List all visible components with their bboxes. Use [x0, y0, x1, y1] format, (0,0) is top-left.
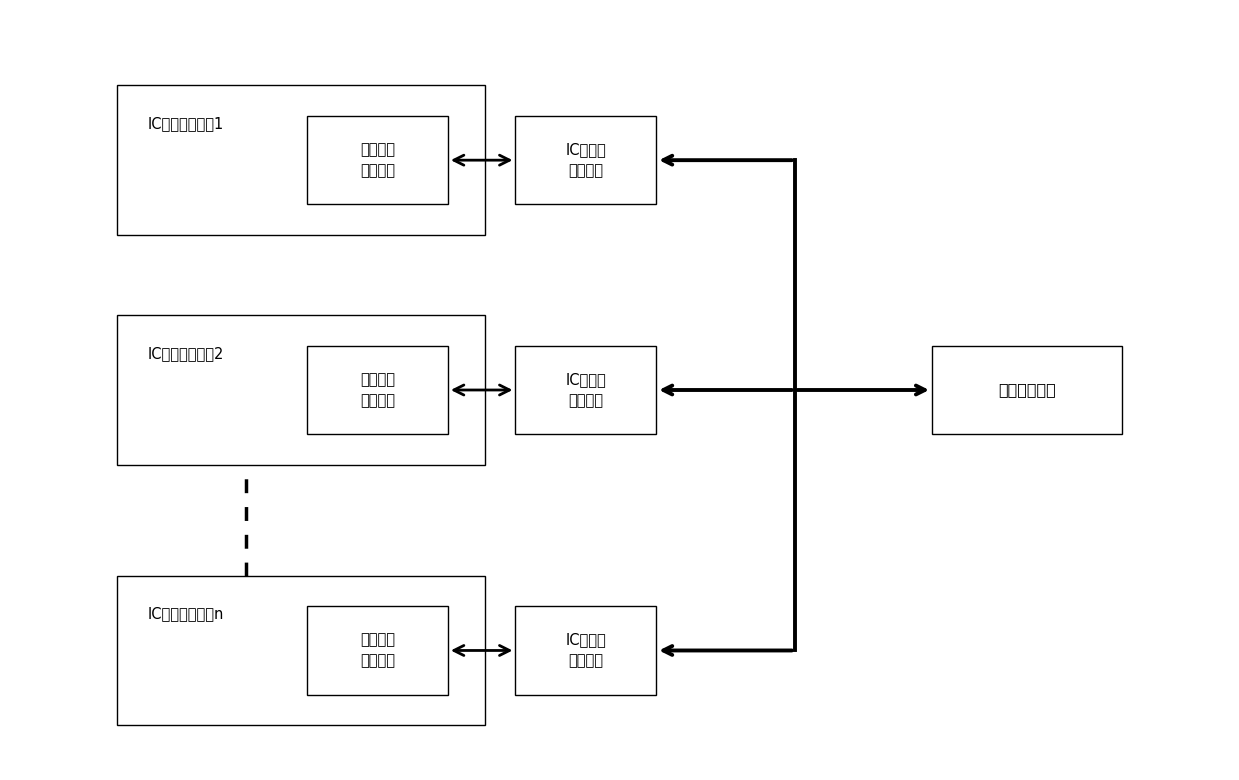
Text: 信息安全
管理模块: 信息安全 管理模块	[361, 142, 395, 178]
Text: IC卡智能燃气袆2: IC卡智能燃气袆2	[147, 346, 224, 361]
Text: IC卡信息
交换模块: IC卡信息 交换模块	[565, 633, 606, 668]
Text: 信息安全
管理模块: 信息安全 管理模块	[361, 633, 395, 668]
Text: 售气管理系统: 售气管理系统	[997, 382, 1056, 398]
Bar	[307, 346, 449, 434]
Bar	[515, 346, 657, 434]
Bar	[118, 576, 484, 725]
Text: IC卡智能燃气袾n: IC卡智能燃气袾n	[147, 606, 224, 622]
Bar	[307, 116, 449, 204]
Text: IC卡智能燃气袆1: IC卡智能燃气袆1	[147, 116, 224, 131]
Bar	[515, 116, 657, 204]
Bar	[307, 606, 449, 694]
Bar	[118, 86, 484, 235]
Bar	[118, 315, 484, 465]
Bar	[515, 606, 657, 694]
Text: 信息安全
管理模块: 信息安全 管理模块	[361, 372, 395, 408]
Bar	[932, 346, 1121, 434]
Text: IC卡信息
交换模块: IC卡信息 交换模块	[565, 372, 606, 408]
Text: IC卡信息
交换模块: IC卡信息 交换模块	[565, 142, 606, 178]
